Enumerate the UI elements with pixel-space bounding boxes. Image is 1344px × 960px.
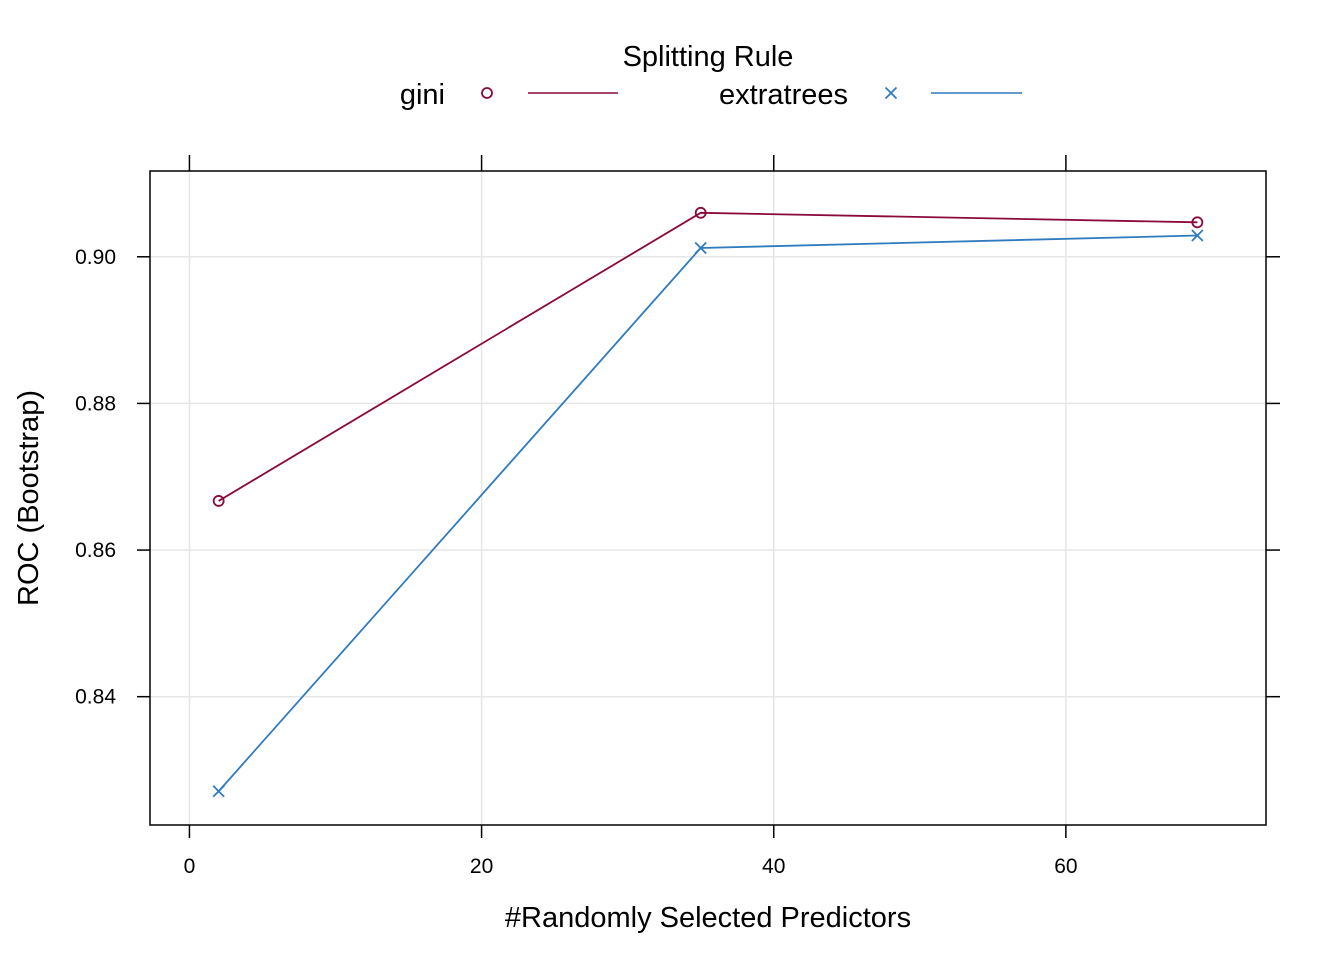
x-tick-label-3: 60 bbox=[1054, 855, 1077, 878]
data-point-extratrees-0-stroke-b bbox=[212, 785, 225, 798]
legend: Splitting Rule gini extratrees bbox=[400, 41, 1022, 111]
y-tick-label-3: 0.90 bbox=[75, 246, 116, 269]
data-point-extratrees-1 bbox=[694, 241, 707, 255]
y-tick-label-0: 0.84 bbox=[75, 686, 116, 709]
data-point-gini-1 bbox=[694, 206, 707, 219]
series-layer bbox=[212, 206, 1204, 798]
legend-label-gini: gini bbox=[400, 79, 445, 111]
data-point-gini-2 bbox=[1191, 216, 1204, 229]
legend-label-extratrees: extratrees bbox=[719, 79, 848, 111]
data-point-extratrees-1-stroke-b bbox=[694, 241, 707, 255]
x-tick-label-1: 20 bbox=[470, 855, 493, 878]
data-point-extratrees-2-stroke-b bbox=[1191, 229, 1204, 242]
x-tick-label-0: 0 bbox=[184, 855, 196, 878]
data-point-gini-0 bbox=[212, 495, 225, 507]
legend-title: Splitting Rule bbox=[623, 41, 794, 73]
y-tick-label-2: 0.88 bbox=[75, 392, 116, 415]
legend-marker-gini bbox=[481, 87, 493, 99]
y-axis-label: ROC (Bootstrap) bbox=[13, 390, 45, 606]
axis-ticks: 0 20 40 60 0.84 0.86 0.88 0.90 bbox=[75, 155, 1280, 878]
y-tick-label-1: 0.86 bbox=[75, 539, 116, 562]
legend-marker-extratrees bbox=[884, 86, 898, 100]
series-line-extratrees bbox=[217, 234, 1198, 792]
data-point-extratrees-0 bbox=[212, 785, 225, 798]
grid-lines bbox=[150, 171, 1266, 825]
legend-marker-shape-gini bbox=[481, 87, 493, 99]
data-point-extratrees-2 bbox=[1191, 229, 1204, 242]
x-axis-label: #Randomly Selected Predictors bbox=[505, 902, 911, 934]
plot-frame bbox=[149, 170, 1267, 826]
x-tick-label-2: 40 bbox=[762, 855, 785, 878]
legend-marker-shape-extratrees bbox=[884, 86, 898, 100]
legend-marker-shape-extratrees-stroke-b bbox=[884, 86, 898, 100]
series-line-gini bbox=[218, 211, 1198, 502]
